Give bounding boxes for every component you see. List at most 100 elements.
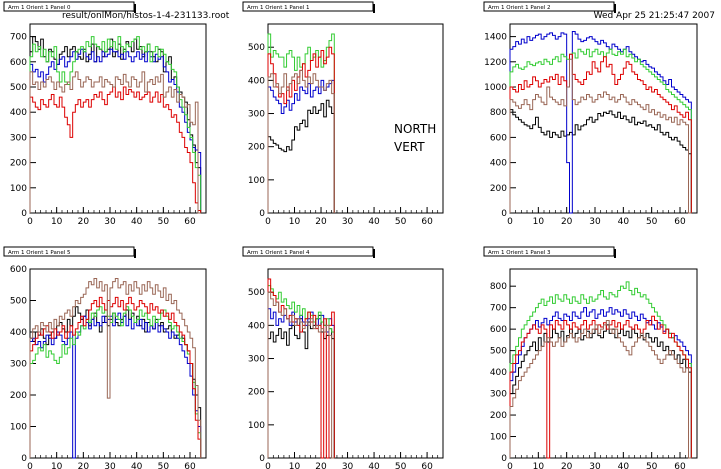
histogram-series-black	[267, 99, 335, 213]
x-tick-label: 50	[646, 217, 658, 227]
histogram-series-blue	[509, 31, 692, 214]
y-tick-label: 300	[10, 360, 27, 370]
histogram-series-blue	[267, 308, 335, 458]
y-tick-label: 100	[248, 176, 265, 186]
y-tick-label: 300	[490, 390, 507, 400]
x-tick-label: 40	[131, 462, 143, 469]
x-tick-label: 30	[104, 462, 116, 469]
x-tick-label: 0	[507, 462, 513, 469]
x-tick-label: 30	[589, 217, 601, 227]
histogram-series-red	[29, 86, 202, 213]
y-tick-label: 500	[10, 83, 27, 93]
histogram-series-brown	[509, 58, 692, 214]
histogram-series-black	[509, 109, 692, 213]
x-tick-label: 0	[265, 462, 271, 469]
histogram-series-blue	[29, 312, 202, 459]
y-tick-label: 100	[10, 184, 27, 194]
histogram-series-brown	[267, 291, 335, 459]
x-tick-label: 40	[368, 217, 380, 227]
panel-title-shadow	[614, 4, 616, 13]
x-tick-label: 60	[421, 462, 433, 469]
y-tick-label: 100	[10, 423, 27, 433]
panel-title-shadow	[134, 249, 136, 258]
y-tick-label: 200	[490, 184, 507, 194]
y-tick-label: 0	[259, 209, 265, 219]
x-tick-label: 10	[533, 217, 545, 227]
histogram-series-brown	[29, 71, 201, 214]
histogram-series-black	[29, 36, 202, 213]
x-tick-label: 40	[131, 217, 143, 227]
histogram-series-red	[509, 315, 692, 459]
panel-title: Arm 1 Orient 1 Panel 3	[488, 250, 551, 256]
y-tick-label: 200	[490, 411, 507, 421]
y-tick-label: 300	[248, 355, 265, 365]
y-tick-label: 200	[248, 388, 265, 398]
panel-title-shadow	[373, 249, 375, 258]
y-tick-label: 0	[21, 209, 27, 219]
y-tick-label: 0	[21, 454, 27, 464]
panel-title-shadow	[134, 4, 136, 13]
x-tick-label: 40	[368, 462, 380, 469]
y-tick-label: 400	[490, 368, 507, 378]
x-tick-label: 10	[51, 462, 63, 469]
histogram-series-blue	[29, 48, 202, 213]
histogram-panel: Arm 1 Orient 1 Panel 30 10 20 30 40 50 6001002…	[483, 246, 698, 469]
x-tick-label: 50	[646, 462, 658, 469]
x-tick-label: 0	[265, 217, 271, 227]
date-label: Wed Apr 25 21:25:47 2007	[593, 11, 715, 21]
x-tick-label: 30	[342, 462, 354, 469]
panel-title: Arm 1 Orient 1 Panel 5	[8, 250, 71, 256]
panel-frame	[267, 268, 444, 459]
y-tick-label: 1000	[484, 83, 507, 93]
histogram-series-brown	[509, 320, 692, 459]
panel-title: Arm 1 Orient 1 Panel 0	[8, 5, 71, 11]
y-tick-label: 400	[248, 76, 265, 86]
y-tick-label: 1200	[484, 58, 507, 68]
histogram-series-green	[509, 48, 692, 213]
histogram-series-brown	[267, 69, 335, 213]
y-tick-label: 500	[10, 297, 27, 307]
histogram-series-red	[509, 53, 692, 213]
y-tick-label: 200	[248, 143, 265, 153]
x-tick-label: 0	[27, 217, 33, 227]
x-tick-label: 10	[51, 217, 63, 227]
vert-label: VERT	[394, 140, 425, 154]
y-tick-label: 0	[501, 454, 507, 464]
x-tick-label: 20	[315, 462, 327, 469]
y-tick-label: 400	[10, 108, 27, 118]
x-tick-label: 20	[78, 217, 90, 227]
histogram-series-brown	[29, 277, 202, 458]
y-tick-label: 600	[490, 133, 507, 143]
y-tick-label: 400	[490, 159, 507, 169]
histogram-panel: Arm 1 Orient 1 Panel 2 0 10 20 30 40 50 600 200 4…	[483, 1, 698, 227]
x-tick-label: 40	[618, 217, 630, 227]
y-tick-label: 500	[248, 288, 265, 298]
histogram-series-red	[267, 278, 335, 459]
y-tick-label: 0	[259, 454, 265, 464]
x-tick-label: 30	[342, 217, 354, 227]
x-tick-label: 0	[507, 217, 513, 227]
x-tick-label: 60	[421, 217, 433, 227]
histogram-series-red	[29, 296, 202, 458]
panel-title: Arm 1 Orient 1 Panel 4	[247, 250, 310, 256]
panel-title-shadow	[373, 4, 375, 13]
histogram-series-blue	[267, 79, 335, 213]
y-tick-label: 600	[10, 58, 27, 68]
x-tick-label: 60	[184, 462, 196, 469]
y-tick-label: 0	[501, 209, 507, 219]
file-label: result/onlMon/histos-1-4-231133.root	[62, 11, 230, 21]
x-tick-label: 50	[158, 217, 170, 227]
histogram-panel: Arm 1 Orient 1 Panel 4 0 10 20 30 40 50 60 0 100 2…	[242, 246, 444, 469]
y-tick-label: 500	[248, 43, 265, 53]
histogram-series-black	[29, 306, 202, 458]
x-tick-label: 50	[395, 217, 407, 227]
y-tick-label: 400	[248, 321, 265, 331]
histogram-panel: Arm 1 Orient 1 Panel 50 10 20 30 40 50 6001002…	[3, 246, 207, 469]
y-tick-label: 600	[490, 325, 507, 335]
y-tick-label: 100	[248, 421, 265, 431]
panel-title: Arm 1 Orient 1 Panel 2	[488, 5, 551, 11]
x-tick-label: 20	[561, 217, 573, 227]
y-tick-label: 200	[10, 159, 27, 169]
y-tick-label: 300	[248, 110, 265, 120]
